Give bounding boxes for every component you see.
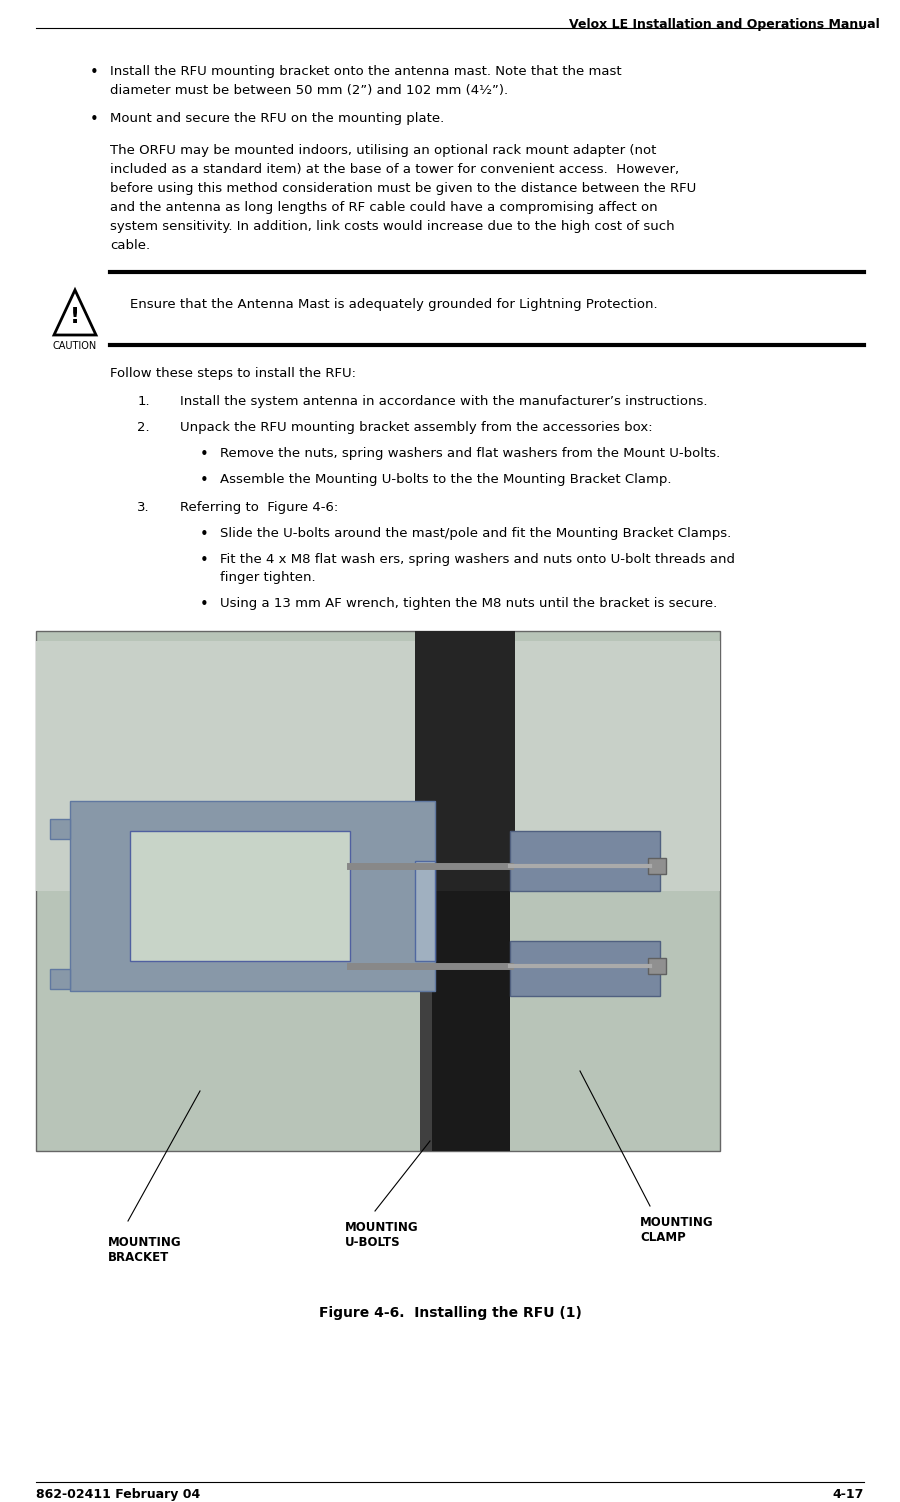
Text: before using this method consideration must be given to the distance between the: before using this method consideration m… [110,182,697,195]
Text: Mount and secure the RFU on the mounting plate.: Mount and secure the RFU on the mounting… [110,113,445,125]
Bar [36,641,720,891]
Bar [415,631,515,891]
Text: •: • [200,473,209,488]
Bar [648,858,666,874]
Bar [130,831,350,961]
Text: •: • [90,113,99,128]
Text: cable.: cable. [110,239,150,252]
Text: Follow these steps to install the RFU:: Follow these steps to install the RFU: [110,366,356,380]
Text: 4-17: 4-17 [832,1488,864,1500]
Text: Install the RFU mounting bracket onto the antenna mast. Note that the mast: Install the RFU mounting bracket onto th… [110,65,622,78]
Text: diameter must be between 50 mm (2”) and 102 mm (4½”).: diameter must be between 50 mm (2”) and … [110,84,508,98]
Text: •: • [200,527,209,542]
Text: Ensure that the Antenna Mast is adequately grounded for Lightning Protection.: Ensure that the Antenna Mast is adequate… [130,297,658,311]
Text: Assemble the Mounting U-bolts to the the Mounting Bracket Clamp.: Assemble the Mounting U-bolts to the the… [220,473,671,487]
Text: system sensitivity. In addition, link costs would increase due to the high cost : system sensitivity. In addition, link co… [110,219,675,233]
Bar [36,631,720,1151]
Text: Using a 13 mm AF wrench, tighten the M8 nuts until the bracket is secure.: Using a 13 mm AF wrench, tighten the M8 … [220,596,717,610]
Text: Velox LE Installation and Operations Manual: Velox LE Installation and Operations Man… [569,18,880,32]
Text: finger tighten.: finger tighten. [220,571,316,584]
Text: •: • [90,65,99,80]
Text: Slide the U-bolts around the mast/pole and fit the Mounting Bracket Clamps.: Slide the U-bolts around the mast/pole a… [220,527,731,541]
Text: •: • [200,596,209,611]
Bar [415,861,435,961]
Text: The ORFU may be mounted indoors, utilising an optional rack mount adapter (not: The ORFU may be mounted indoors, utilisi… [110,144,656,158]
Text: and the antenna as long lengths of RF cable could have a compromising affect on: and the antenna as long lengths of RF ca… [110,201,658,213]
Bar [420,631,510,1151]
Text: Referring to  Figure 4-6:: Referring to Figure 4-6: [180,502,338,514]
Bar [510,831,660,891]
Text: 2.: 2. [138,421,150,434]
Text: Figure 4-6.  Installing the RFU (1): Figure 4-6. Installing the RFU (1) [319,1307,581,1320]
Text: MOUNTING
BRACKET: MOUNTING BRACKET [108,1236,182,1265]
Text: Fit the 4 x M8 flat wash ers, spring washers and nuts onto U-bolt threads and: Fit the 4 x M8 flat wash ers, spring was… [220,553,735,566]
Text: CAUTION: CAUTION [53,341,97,351]
Text: included as a standard item) at the base of a tower for convenient access.  Howe: included as a standard item) at the base… [110,164,680,176]
Text: •: • [200,553,209,568]
Bar [50,819,70,840]
Text: •: • [200,448,209,463]
Bar [648,958,666,973]
Text: Remove the nuts, spring washers and flat washers from the Mount U-bolts.: Remove the nuts, spring washers and flat… [220,448,720,460]
Text: MOUNTING
U-BOLTS: MOUNTING U-BOLTS [345,1221,418,1250]
Bar [50,969,70,988]
Bar [70,801,435,991]
Text: !: ! [70,306,80,327]
Bar [510,940,660,996]
Text: 862-02411 February 04: 862-02411 February 04 [36,1488,200,1500]
Text: 1.: 1. [138,395,150,409]
Text: MOUNTING
CLAMP: MOUNTING CLAMP [640,1217,714,1244]
Text: Install the system antenna in accordance with the manufacturer’s instructions.: Install the system antenna in accordance… [180,395,707,409]
Text: 3.: 3. [138,502,150,514]
Bar [420,631,432,1151]
Text: Unpack the RFU mounting bracket assembly from the accessories box:: Unpack the RFU mounting bracket assembly… [180,421,652,434]
